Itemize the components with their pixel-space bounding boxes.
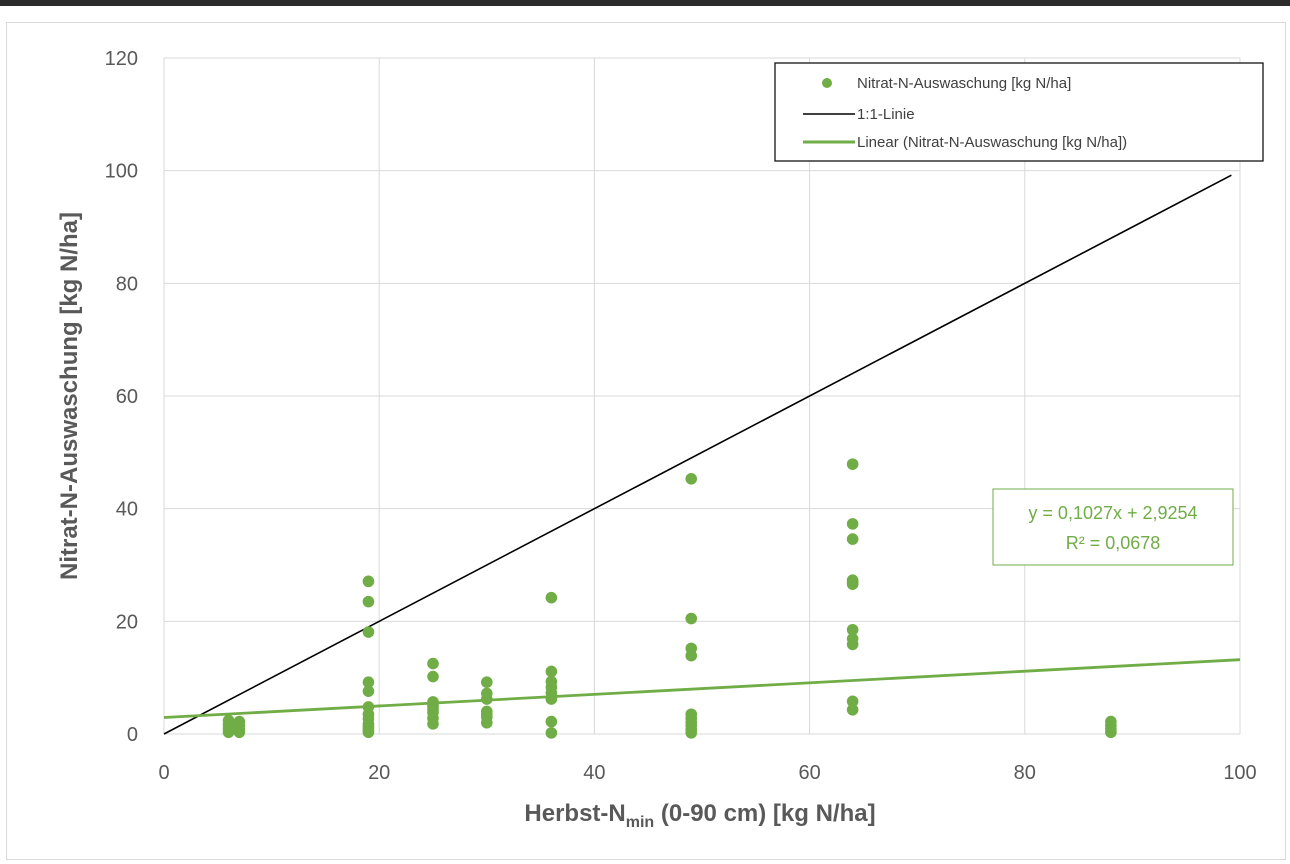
identity-line	[163, 174, 1232, 735]
y-tick-labels: 0 20 40 60 80 100 120	[105, 48, 138, 746]
x-axis-title: Herbst-Nmin (0-90 cm) [kg N/ha]	[524, 800, 875, 831]
x-tick-label: 100	[1223, 762, 1256, 784]
data-point	[362, 685, 375, 697]
data-point	[846, 576, 859, 589]
legend-label-identity: 1:1-Linie	[857, 106, 915, 123]
x-tick-label: 40	[583, 762, 605, 784]
trendline-annotation: y = 0,1027x + 2,9254 R² = 0,0678	[992, 488, 1234, 566]
data-point	[362, 626, 375, 638]
data-point	[685, 642, 698, 655]
data-point	[1105, 715, 1117, 728]
y-tick-label: 0	[127, 724, 138, 746]
data-point	[362, 720, 375, 732]
series-lines	[163, 174, 1241, 735]
data-point	[427, 698, 439, 711]
data-point	[362, 595, 375, 608]
x-axis-title-rest: (0-90 cm) [kg N/ha]	[654, 800, 875, 827]
y-tick-label: 120	[105, 48, 138, 70]
data-point	[545, 665, 558, 678]
top-border-line	[0, 0, 1290, 6]
chart-frame: 0 20 40 60 80 100 120 0 20 40 60 80 100 y = 0,1027x…	[6, 22, 1286, 860]
data-point	[222, 714, 235, 727]
trendline-r-squared: R² = 0,0678	[1066, 533, 1161, 553]
x-axis-title-main: Herbst-N	[524, 800, 625, 827]
trend-line	[163, 658, 1241, 719]
x-tick-label: 0	[158, 762, 169, 784]
x-tick-label: 20	[368, 762, 390, 784]
legend-box	[774, 62, 1264, 162]
data-point	[481, 687, 493, 700]
legend: Nitrat-N-Auswaschung [kg N/ha] 1:1-Linie…	[774, 62, 1264, 162]
data-point	[545, 715, 558, 728]
legend-marker-scatter	[822, 78, 832, 88]
data-point	[362, 575, 375, 588]
scatter-points	[222, 458, 1117, 739]
y-tick-label: 20	[116, 611, 138, 633]
y-tick-label: 60	[116, 386, 138, 408]
legend-label-scatter: Nitrat-N-Auswaschung [kg N/ha]	[857, 75, 1071, 92]
trendline-equation: y = 0,1027x + 2,9254	[1028, 503, 1197, 523]
x-tick-label: 80	[1014, 762, 1036, 784]
data-point	[846, 703, 859, 716]
data-point	[481, 676, 493, 688]
data-point	[846, 623, 859, 636]
y-tick-label: 40	[116, 499, 138, 521]
data-point	[846, 533, 859, 545]
data-point	[685, 473, 698, 485]
y-tick-label: 100	[105, 161, 138, 183]
y-tick-label: 80	[116, 273, 138, 295]
data-point	[362, 676, 375, 688]
data-point	[481, 708, 493, 721]
data-point	[233, 715, 246, 728]
data-point	[545, 675, 558, 688]
data-point	[427, 670, 439, 683]
x-axis-title-subscript: min	[626, 814, 654, 831]
legend-label-trend: Linear (Nitrat-N-Auswaschung [kg N/ha])	[857, 134, 1127, 151]
data-point	[846, 695, 859, 708]
grid-lines	[164, 57, 1241, 734]
x-tick-label: 60	[798, 762, 820, 784]
data-point	[685, 708, 698, 721]
data-point	[846, 518, 859, 530]
axes	[163, 58, 1240, 735]
annotation-box	[992, 488, 1234, 566]
data-point	[685, 612, 698, 625]
data-point	[362, 701, 375, 713]
y-axis-title: Nitrat-N-Auswaschung [kg N/ha]	[56, 212, 83, 580]
scatter-chart: 0 20 40 60 80 100 120 0 20 40 60 80 100 y = 0,1027x…	[56, 48, 1264, 831]
data-point	[846, 458, 859, 470]
data-point	[545, 591, 558, 604]
data-point	[427, 657, 439, 670]
data-point	[846, 632, 859, 645]
data-point	[545, 727, 558, 739]
x-tick-labels: 0 20 40 60 80 100	[158, 762, 1256, 784]
